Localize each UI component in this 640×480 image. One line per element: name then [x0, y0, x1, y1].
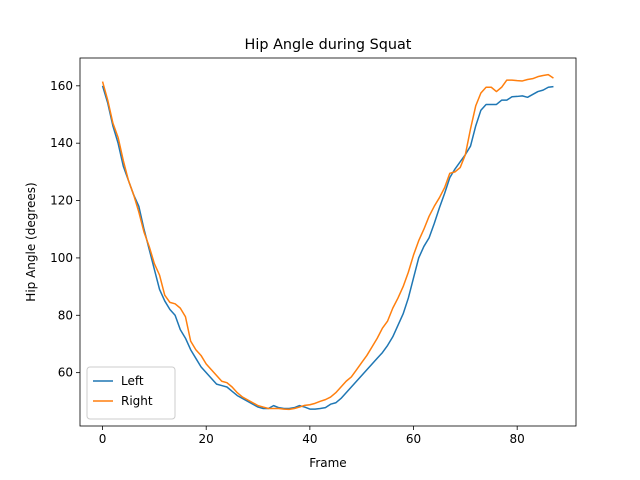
y-axis-label: Hip Angle (degrees) — [24, 182, 38, 301]
chart-title: Hip Angle during Squat — [245, 37, 412, 53]
x-tick-label: 0 — [99, 432, 107, 446]
data-line — [101, 85, 554, 410]
legend-label: Right — [121, 394, 153, 408]
plot-frame — [79, 57, 577, 427]
legend-box — [86, 366, 176, 420]
y-tick-label: 160 — [50, 79, 73, 93]
x-tick-label: 20 — [199, 432, 214, 446]
y-tick-label: 80 — [58, 308, 73, 322]
y-tick-label: 60 — [58, 366, 73, 380]
y-tick-label: 140 — [50, 136, 73, 150]
x-axis-label: Frame — [309, 456, 346, 470]
x-tick-label: 60 — [406, 432, 421, 446]
x-tick-label: 80 — [510, 432, 525, 446]
y-tick-label: 120 — [50, 194, 73, 208]
y-tick-label: 100 — [50, 251, 73, 265]
legend-label: Left — [121, 374, 144, 388]
data-line — [101, 73, 554, 411]
x-tick-label: 40 — [302, 432, 317, 446]
